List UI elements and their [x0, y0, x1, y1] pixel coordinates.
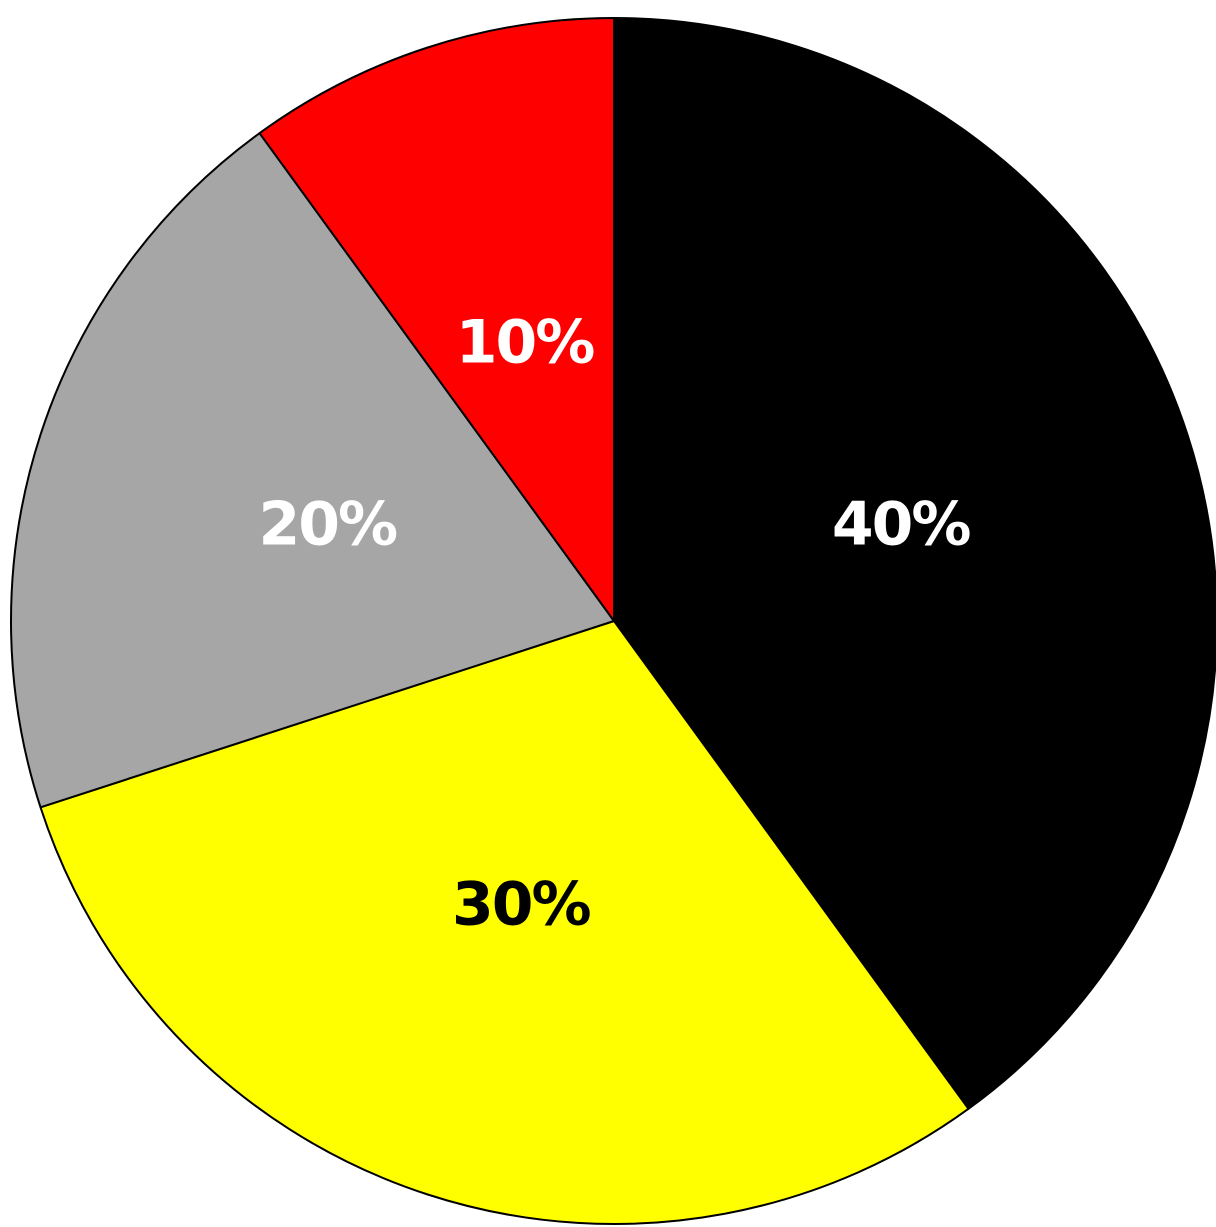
pie-label-20-percent: 20% — [258, 489, 396, 559]
pie-slices — [10, 17, 1216, 1225]
pie-slice-40-percent — [613, 17, 1216, 1110]
pie-labels: 40% 30% 20% 10% — [258, 307, 972, 939]
pie-label-10-percent: 10% — [456, 307, 594, 377]
pie-slice-30-percent — [39, 620, 970, 1225]
pie-label-30-percent: 30% — [452, 869, 590, 939]
pie-slice-20-percent — [10, 132, 615, 809]
pie-slice-10-percent — [258, 17, 615, 622]
pie-label-40-percent: 40% — [832, 489, 970, 559]
